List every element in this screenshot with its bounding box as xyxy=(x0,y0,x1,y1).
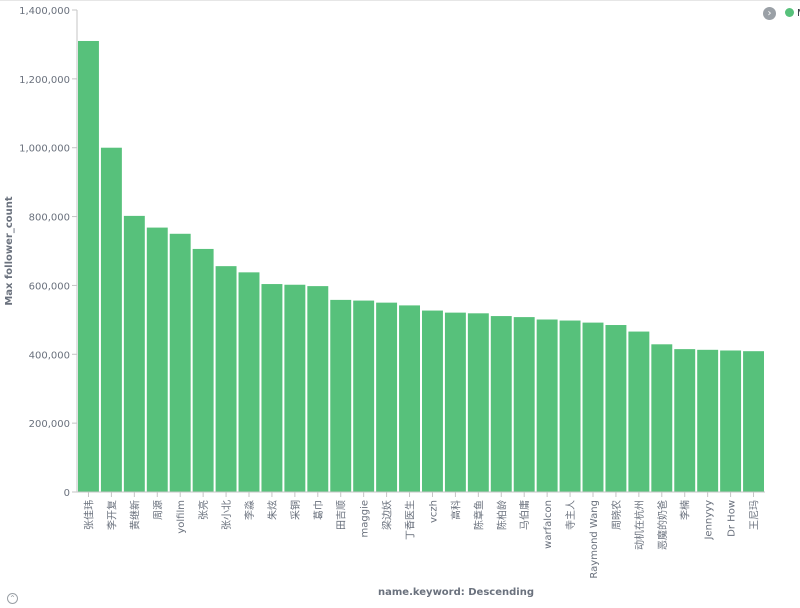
bar[interactable] xyxy=(490,316,512,492)
bar[interactable] xyxy=(146,227,168,493)
bar[interactable] xyxy=(444,312,466,492)
bar[interactable] xyxy=(192,248,214,492)
bar[interactable] xyxy=(422,310,443,492)
bars-group xyxy=(78,40,764,493)
y-axis-title: Max follower_count xyxy=(4,196,15,306)
x-tick-label: Dr How xyxy=(727,500,738,537)
y-tick-label: 1,200,000 xyxy=(19,75,70,86)
chevron-up-icon[interactable]: ⌃ xyxy=(7,593,18,604)
x-tick-label: 采铜 xyxy=(290,500,302,520)
x-tick-label: 梁边妖 xyxy=(381,500,394,530)
y-tick-label: 1,000,000 xyxy=(19,144,70,155)
x-tick-label: 陈章鱼 xyxy=(472,500,485,530)
x-tick-label: 丁香医生 xyxy=(404,500,417,540)
x-tick-label: 马伯庸 xyxy=(518,500,531,530)
bar[interactable] xyxy=(169,233,191,493)
bar[interactable] xyxy=(100,147,122,492)
bar[interactable] xyxy=(513,317,535,492)
y-tick-label: 800,000 xyxy=(29,213,70,224)
bar[interactable] xyxy=(238,272,260,492)
bar[interactable] xyxy=(628,331,650,492)
x-tick-label: 周晓农 xyxy=(610,500,623,530)
x-tick-label: 李开复 xyxy=(105,500,118,530)
x-tick-label: 高科 xyxy=(449,500,462,520)
x-tick-label: Raymond Wang xyxy=(589,500,600,579)
x-tick-label: 张佳玮 xyxy=(82,500,95,530)
bar[interactable] xyxy=(582,322,604,492)
x-tick-label: warfalcon xyxy=(543,500,554,549)
x-axis-title: name.keyword: Descending xyxy=(378,587,534,598)
x-tick-label: Jennyyy xyxy=(704,500,715,541)
bar[interactable] xyxy=(353,300,375,492)
bar[interactable] xyxy=(330,299,352,492)
bar[interactable] xyxy=(743,351,764,492)
y-tick-label: 400,000 xyxy=(29,350,70,361)
bar[interactable] xyxy=(559,320,581,492)
bar[interactable] xyxy=(536,319,558,492)
y-axis: 0 200,000 400,000 600,000 800,000 1,000,000 1,… xyxy=(19,6,78,499)
bar[interactable] xyxy=(261,284,283,492)
x-tick-label: 王尼玛 xyxy=(749,500,761,530)
bar[interactable] xyxy=(376,302,398,492)
bar[interactable] xyxy=(123,215,145,492)
x-tick-label: 葛巾 xyxy=(312,500,325,520)
y-tick-label: 600,000 xyxy=(29,281,70,292)
chevron-right-icon[interactable]: › xyxy=(763,7,776,20)
x-tick-label: 李楠 xyxy=(679,500,692,520)
x-tick-label: 李淼 xyxy=(243,500,256,520)
bar[interactable] xyxy=(284,284,306,492)
x-tick-label: 朱炫 xyxy=(266,500,279,520)
bar[interactable] xyxy=(467,313,489,492)
bar[interactable] xyxy=(674,349,696,492)
bar[interactable] xyxy=(697,349,719,492)
bar[interactable] xyxy=(215,266,237,492)
bar[interactable] xyxy=(78,40,99,492)
x-tick-label: 田吉顺 xyxy=(336,500,348,530)
legend-label: M xyxy=(797,8,800,19)
x-tick-label: yolfilm xyxy=(176,500,187,534)
x-tick-label: 陈柏龄 xyxy=(495,500,508,530)
bar[interactable] xyxy=(399,305,420,492)
y-tick-label: 1,400,000 xyxy=(19,6,70,17)
y-tick-label: 0 xyxy=(64,488,70,499)
x-tick-label: 寺主人 xyxy=(565,500,577,530)
legend-color-dot xyxy=(785,8,794,17)
x-tick-label: maggie xyxy=(360,500,371,538)
x-tick-label: 恶魔的奶爸 xyxy=(656,500,669,550)
y-tick-label: 200,000 xyxy=(29,419,70,430)
x-tick-label: 张亮 xyxy=(197,500,210,520)
legend-item[interactable]: M xyxy=(785,8,800,20)
x-axis: 张佳玮 李开复 黄继新 周源 yolfilm 张亮 张小北 李淼 朱炫 采铜 葛巾 田吉顺 maggie… xyxy=(77,491,765,579)
x-tick-label: 张小北 xyxy=(221,500,233,530)
bar[interactable] xyxy=(307,286,329,492)
x-tick-label: 动机在杭州 xyxy=(633,500,646,550)
x-tick-label: 黄继新 xyxy=(128,500,141,530)
x-tick-label: 周源 xyxy=(151,500,164,520)
bar[interactable] xyxy=(720,350,742,492)
x-tick-label: vczh xyxy=(428,500,439,523)
bar[interactable] xyxy=(651,344,673,492)
bar[interactable] xyxy=(605,325,627,492)
